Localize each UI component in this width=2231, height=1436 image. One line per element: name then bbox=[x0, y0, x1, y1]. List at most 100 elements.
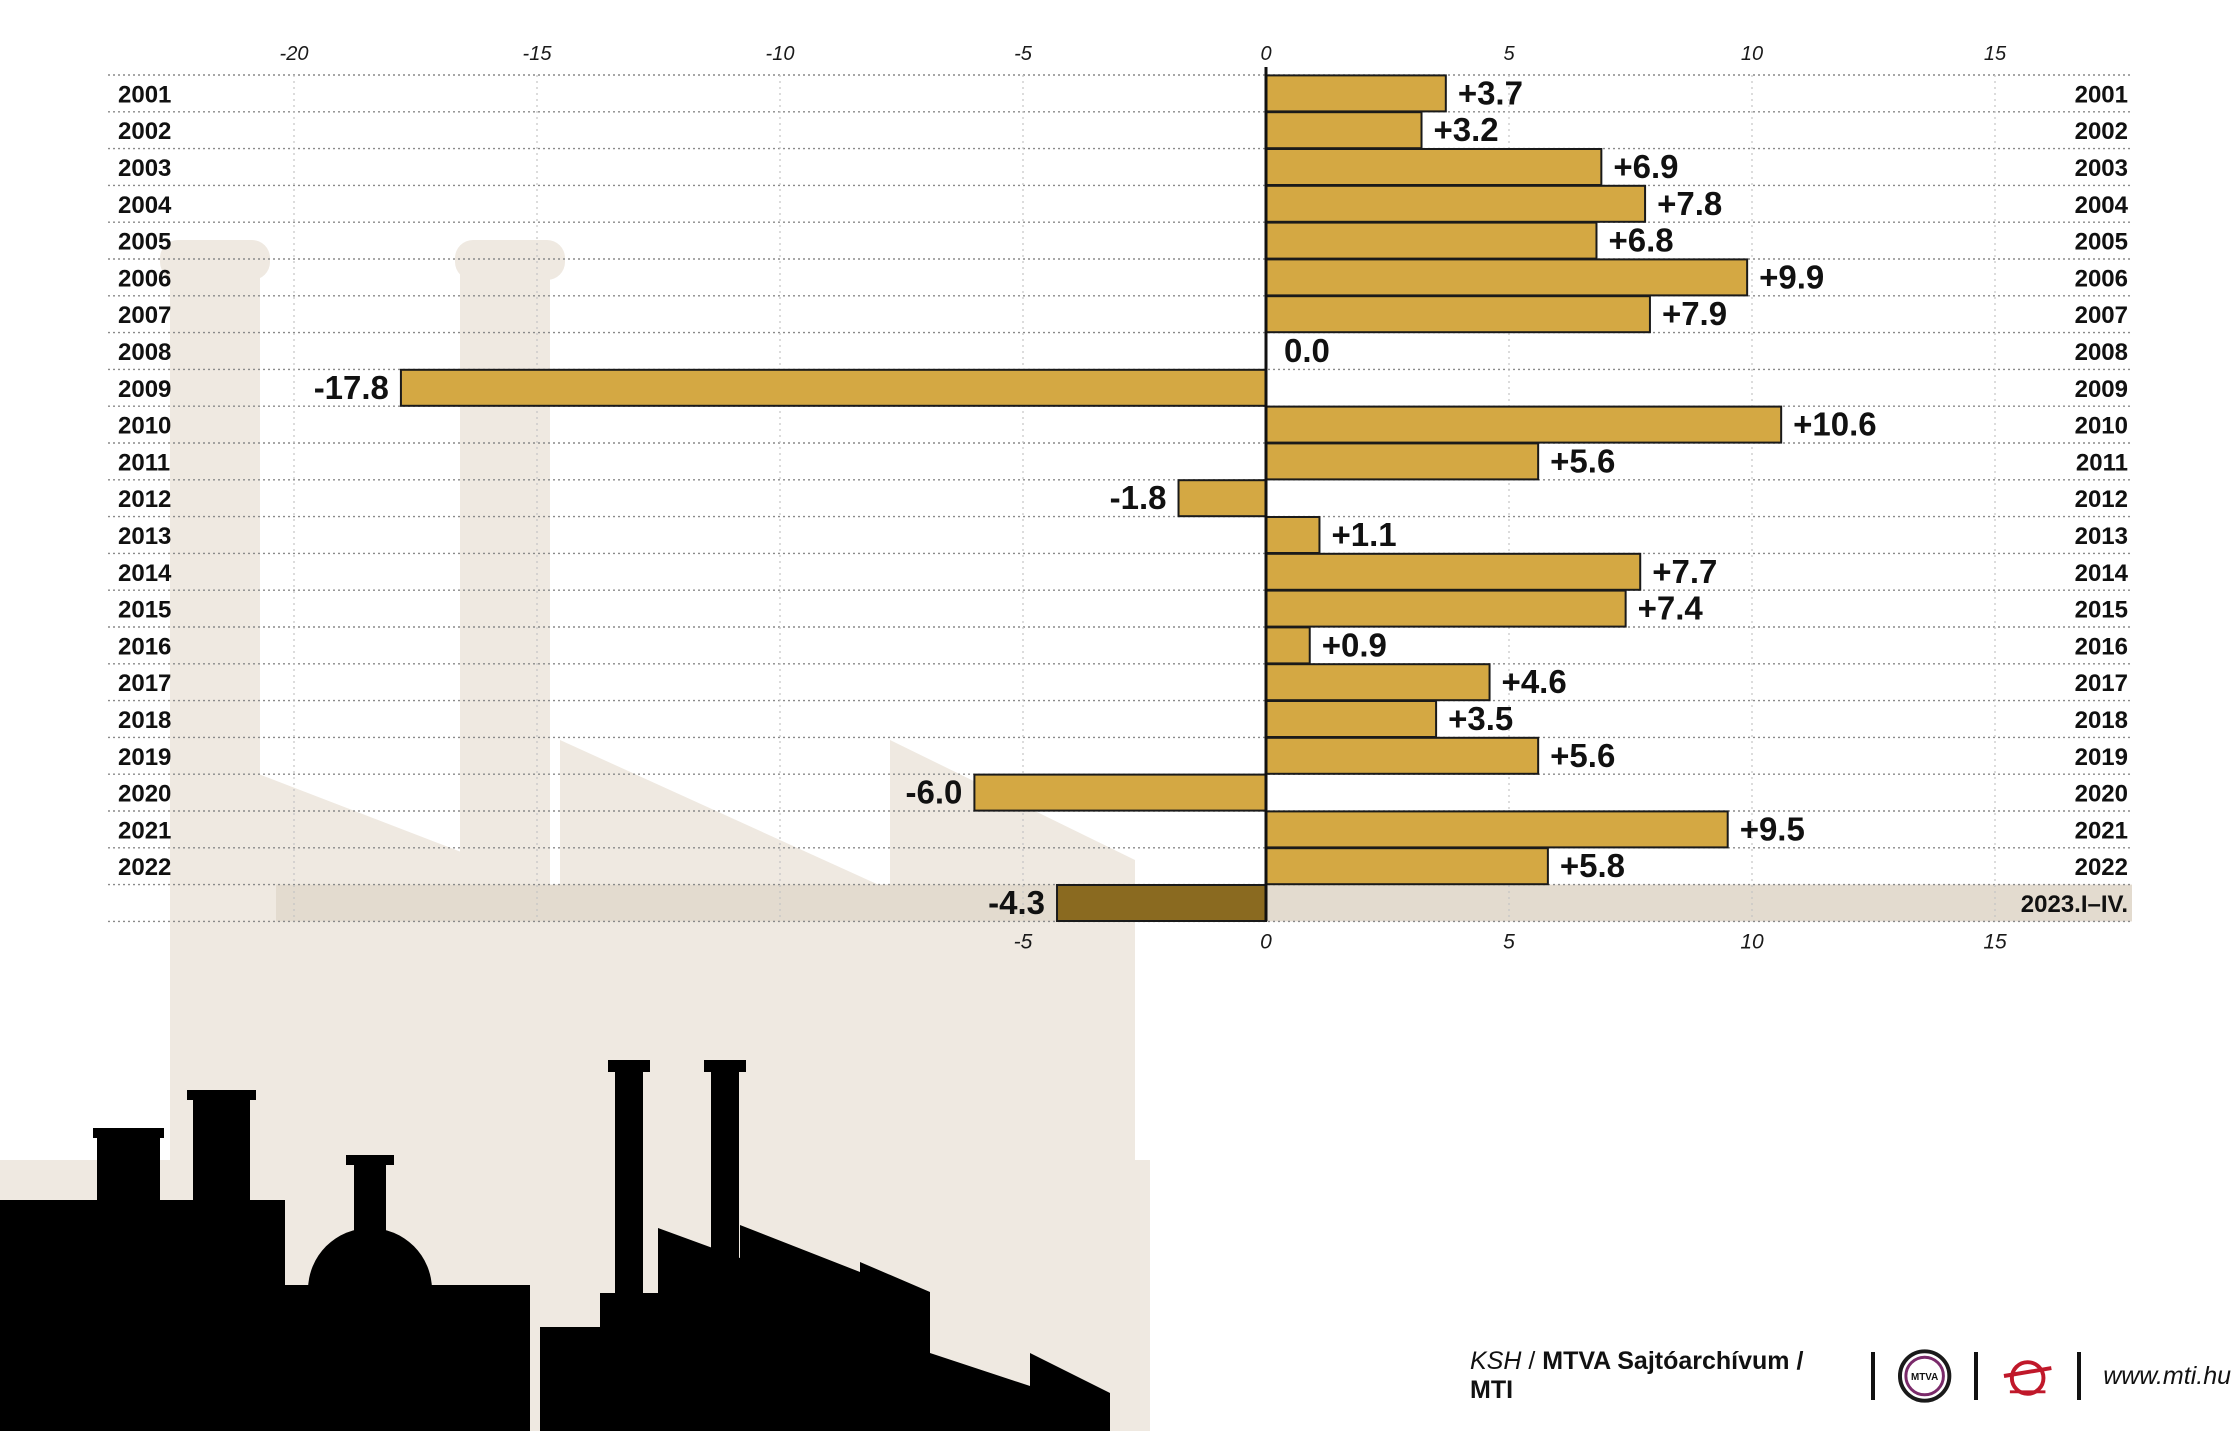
value-label: +3.5 bbox=[1448, 700, 1513, 737]
year-label-left: 2020 bbox=[118, 781, 171, 808]
bar bbox=[973, 773, 1268, 812]
year-label-right: 2017 bbox=[2075, 670, 2128, 697]
value-label: +6.8 bbox=[1608, 222, 1673, 259]
value-label: +3.2 bbox=[1434, 111, 1499, 148]
year-label-left: 2003 bbox=[118, 155, 171, 182]
x-tick-label-top: 5 bbox=[1503, 43, 1515, 65]
year-label-right: 2009 bbox=[2075, 376, 2128, 403]
year-label-right: 2011 bbox=[2076, 449, 2128, 476]
year-label-right: 2013 bbox=[2075, 523, 2128, 550]
year-label-right: 2012 bbox=[2075, 486, 2128, 513]
bar bbox=[1265, 148, 1603, 186]
year-label-left: 2004 bbox=[118, 192, 172, 219]
x-tick-label-bottom: 10 bbox=[1740, 930, 1764, 953]
separator bbox=[1973, 1352, 1978, 1400]
value-label: -4.3 bbox=[988, 884, 1045, 921]
value-label: +7.9 bbox=[1662, 295, 1727, 332]
source-text: KSH / MTVA Sajtóarchívum / MTI bbox=[1470, 1347, 1804, 1404]
bar bbox=[399, 368, 1268, 407]
year-labels: 2001 2001 2002 2002 2003 2003 2004 2004 2005 2005… bbox=[118, 81, 2129, 918]
year-label-right: 2004 bbox=[2075, 192, 2129, 219]
x-tick-label-bottom: 5 bbox=[1503, 930, 1515, 953]
bar bbox=[1265, 442, 1540, 481]
bar bbox=[1265, 626, 1311, 665]
year-label-right: 2021 bbox=[2075, 817, 2128, 844]
value-label: -1.8 bbox=[1110, 479, 1167, 516]
bar bbox=[1265, 663, 1491, 702]
year-label-left: 2022 bbox=[118, 854, 171, 881]
year-label-right: 2008 bbox=[2075, 339, 2128, 366]
year-label-left: 2005 bbox=[118, 229, 171, 256]
value-label: +9.9 bbox=[1759, 258, 1824, 295]
year-label-right: 2010 bbox=[2075, 413, 2128, 440]
x-tick-label-top: 10 bbox=[1741, 43, 1763, 65]
bar bbox=[1265, 184, 1647, 223]
value-label: +7.7 bbox=[1652, 553, 1717, 590]
mti-logo-icon bbox=[2003, 1360, 2052, 1396]
year-label-right: 2015 bbox=[2075, 597, 2128, 624]
bar bbox=[1265, 74, 1447, 113]
value-label: -17.8 bbox=[314, 369, 389, 406]
value-label: +1.1 bbox=[1331, 516, 1396, 553]
value-label: 0.0 bbox=[1284, 332, 1330, 369]
year-label-left: 2016 bbox=[118, 633, 171, 660]
year-label-right: 2022 bbox=[2075, 854, 2128, 881]
year-label-left: 2002 bbox=[118, 118, 171, 145]
year-label-right: 2003 bbox=[2075, 155, 2128, 182]
year-label-left: 2009 bbox=[118, 376, 171, 403]
x-tick-label-top: -20 bbox=[280, 43, 309, 65]
year-label-right: 2007 bbox=[2075, 302, 2128, 329]
x-tick-label-bottom: -5 bbox=[1014, 930, 1033, 953]
bar bbox=[1265, 111, 1423, 150]
credits-footer: KSH / MTVA Sajtóarchívum / MTI MTVA www.… bbox=[1470, 1347, 2231, 1404]
bar bbox=[1265, 810, 1729, 849]
value-label: +4.6 bbox=[1502, 663, 1567, 700]
bar bbox=[1265, 516, 1321, 554]
factory-silhouette bbox=[0, 1060, 1110, 1431]
year-label-right: 2023.I–IV. bbox=[2021, 891, 2128, 918]
year-label-right: 2019 bbox=[2075, 744, 2128, 771]
x-tick-label-top: -5 bbox=[1014, 43, 1033, 65]
factory-background bbox=[0, 240, 1150, 1431]
mtva-logo-icon: MTVA bbox=[1897, 1349, 1951, 1403]
bar bbox=[1265, 736, 1540, 775]
year-label-right: 2018 bbox=[2075, 707, 2128, 734]
x-tick-label-bottom: 0 bbox=[1260, 930, 1272, 953]
value-labels: +3.7+3.2 +6.9+7.8+6.8 +9.9 +7.9 0.0 -17.8 +10.… bbox=[314, 74, 1877, 921]
value-label: +7.8 bbox=[1657, 185, 1722, 222]
bar bbox=[1265, 589, 1627, 628]
year-label-right: 2002 bbox=[2075, 118, 2128, 145]
bar bbox=[1265, 847, 1549, 886]
year-label-right: 2006 bbox=[2075, 265, 2128, 292]
year-label-right: 2005 bbox=[2075, 229, 2128, 256]
value-label: +10.6 bbox=[1793, 406, 1877, 443]
bar bbox=[1265, 405, 1783, 444]
value-label: +5.6 bbox=[1550, 442, 1615, 479]
x-tick-label-top: -10 bbox=[766, 43, 795, 65]
x-tick-label-top: -15 bbox=[523, 43, 553, 65]
bar bbox=[1265, 258, 1749, 297]
value-label: +5.6 bbox=[1550, 737, 1615, 774]
value-label: +9.5 bbox=[1740, 810, 1805, 847]
value-label: +5.8 bbox=[1560, 847, 1625, 884]
value-label: -6.0 bbox=[906, 774, 963, 811]
x-tick-label-top: 15 bbox=[1984, 43, 2007, 65]
website-link[interactable]: www.mti.hu bbox=[2103, 1361, 2231, 1390]
year-label-left: 2017 bbox=[118, 670, 171, 697]
x-tick-label-top: 0 bbox=[1260, 43, 1271, 65]
bar bbox=[1265, 700, 1438, 738]
value-label: +6.9 bbox=[1613, 148, 1678, 185]
value-label: +0.9 bbox=[1322, 626, 1387, 663]
bar bbox=[1265, 552, 1642, 591]
axis-ticks: -20 -15 -10 -5 0 5 10 15 -5 0 5 10 15 bbox=[280, 43, 2007, 953]
year-label-right: 2020 bbox=[2075, 781, 2128, 808]
separator bbox=[1870, 1352, 1875, 1400]
year-label-left: 2019 bbox=[118, 744, 171, 771]
separator bbox=[2077, 1352, 2082, 1400]
year-label-left: 2007 bbox=[118, 302, 171, 329]
year-label-left: 2010 bbox=[118, 413, 171, 440]
year-label-right: 2001 bbox=[2075, 81, 2128, 108]
bar bbox=[1265, 295, 1651, 334]
